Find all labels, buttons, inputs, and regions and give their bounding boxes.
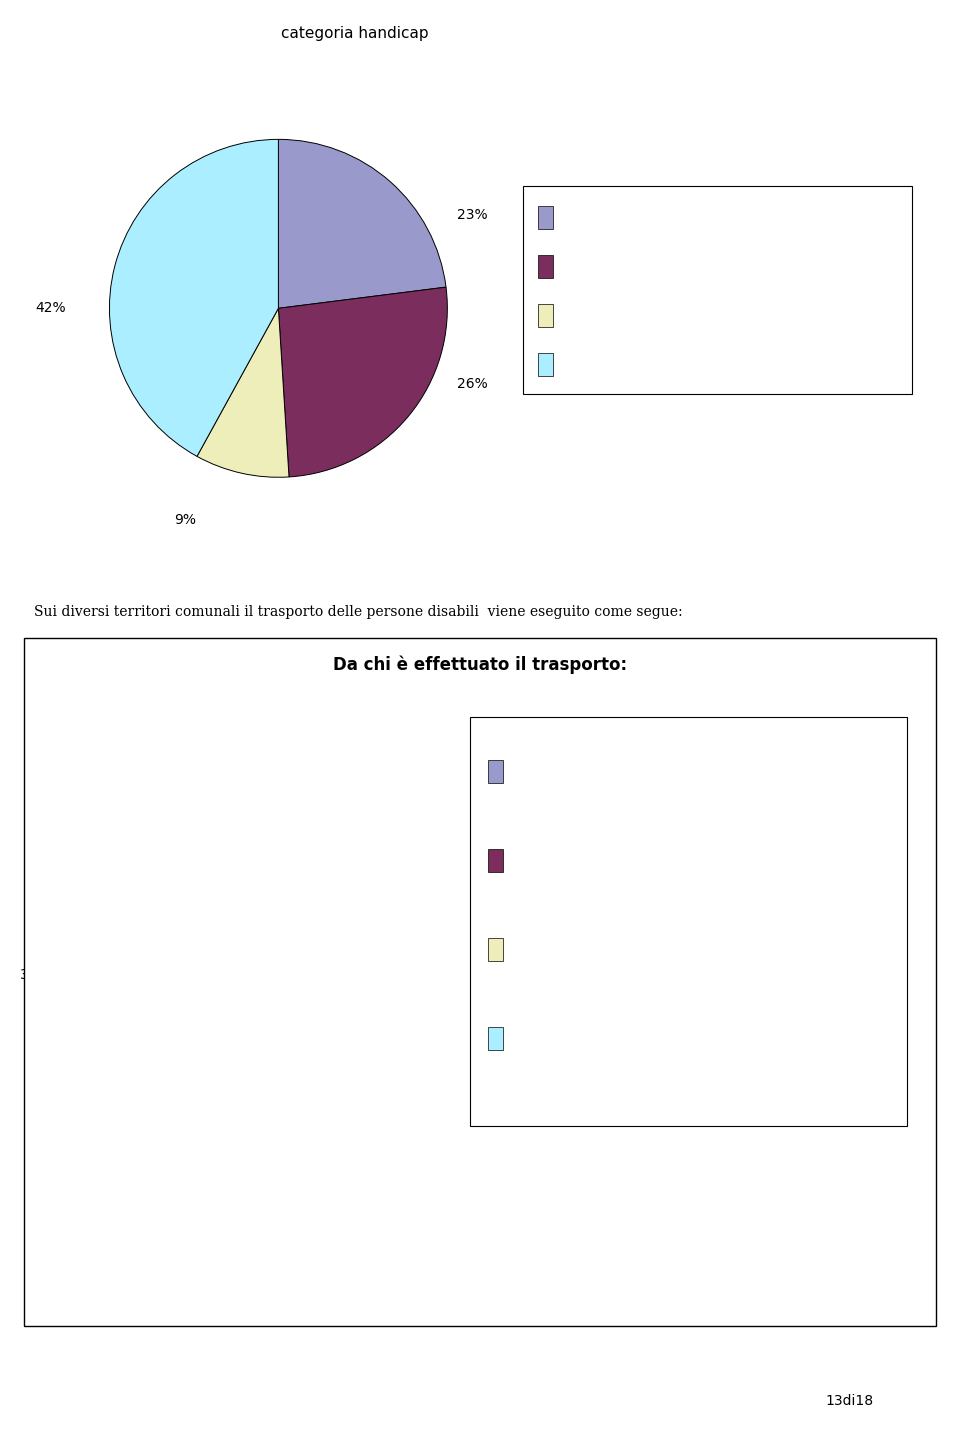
- Text: sia fisico che mentale/sociale: sia fisico che mentale/sociale: [563, 308, 747, 323]
- Text: 36%: 36%: [20, 968, 51, 982]
- Text: 42%: 42%: [35, 301, 65, 315]
- Text: dalla Pubblica
Amministrazione: dalla Pubblica Amministrazione: [513, 846, 625, 875]
- Text: 10%: 10%: [152, 1157, 182, 1172]
- Text: 23%: 23%: [457, 208, 488, 222]
- Text: 13di18: 13di18: [826, 1394, 874, 1408]
- Text: dato non rilevabile: dato non rilevabile: [563, 357, 680, 371]
- Wedge shape: [128, 975, 240, 1117]
- Wedge shape: [109, 139, 278, 456]
- Wedge shape: [197, 308, 289, 478]
- Text: 26%: 26%: [385, 1048, 416, 1063]
- Text: categoria handicap: categoria handicap: [281, 26, 429, 40]
- Wedge shape: [94, 829, 240, 1068]
- Text: 28%: 28%: [393, 888, 423, 902]
- Text: 26%: 26%: [457, 377, 488, 391]
- Wedge shape: [204, 975, 383, 1121]
- Text: mentale/sociale: mentale/sociale: [563, 260, 662, 274]
- Text: fisico: fisico: [563, 211, 595, 225]
- Text: Da enti no profit: Da enti no profit: [513, 1031, 622, 1045]
- Text: 9%: 9%: [175, 512, 197, 526]
- Wedge shape: [240, 829, 386, 1002]
- Wedge shape: [278, 287, 447, 478]
- Text: Da aziende private (profit): Da aziende private (profit): [513, 942, 689, 956]
- Text: Da chi è effettuato il trasporto:: Da chi è effettuato il trasporto:: [333, 655, 627, 674]
- Text: Sui diversi territori comunali il trasporto delle persone disabili  viene esegui: Sui diversi territori comunali il traspo…: [34, 605, 683, 619]
- Wedge shape: [278, 139, 446, 308]
- Text: In proprio dalle famiglie: In proprio dalle famiglie: [513, 764, 671, 779]
